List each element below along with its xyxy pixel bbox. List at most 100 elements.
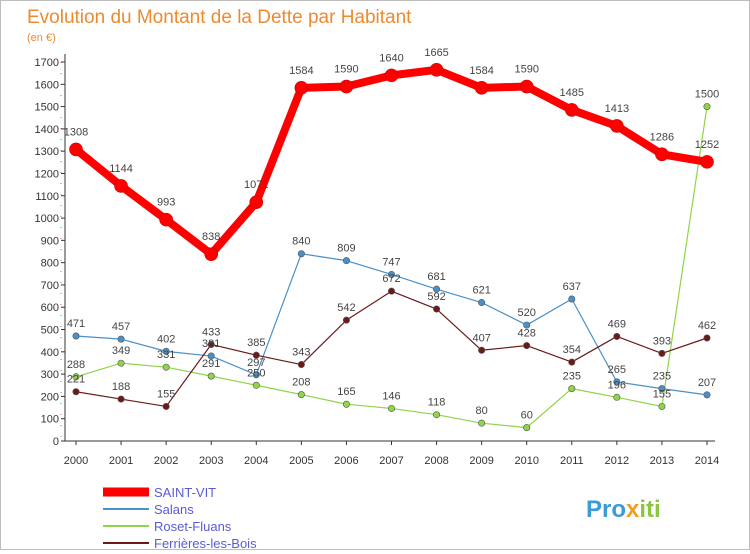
- data-label: 838: [202, 231, 220, 243]
- data-label: 80: [476, 405, 488, 417]
- chart-title: Evolution du Montant de la Dette par Hab…: [27, 7, 412, 28]
- data-point: [114, 179, 128, 193]
- data-point: [523, 342, 531, 350]
- data-label: 118: [428, 397, 446, 409]
- data-point: [703, 334, 711, 342]
- data-point: [478, 419, 486, 427]
- data-point: [564, 103, 579, 117]
- data-label: 165: [337, 386, 355, 398]
- y-tick-label: 200: [41, 391, 59, 403]
- data-point: [387, 404, 395, 412]
- data-point: [655, 147, 669, 162]
- data-point: [613, 393, 621, 401]
- data-point: [658, 402, 666, 410]
- data-label: 196: [608, 379, 626, 391]
- data-label: 542: [337, 302, 355, 314]
- data-point: [204, 247, 219, 261]
- series-points: [69, 63, 714, 432]
- data-point: [700, 155, 714, 169]
- y-tick-label: 1000: [35, 213, 59, 225]
- chart-subtitle: (en €): [27, 32, 56, 44]
- x-tick-label: 2002: [154, 455, 178, 467]
- data-point: [159, 212, 173, 227]
- data-point: [117, 359, 125, 367]
- data-point: [207, 340, 215, 348]
- data-label: 1500: [695, 89, 719, 101]
- data-point: [387, 270, 395, 278]
- y-tick-label: 1700: [35, 57, 59, 69]
- data-point: [339, 79, 354, 94]
- data-point: [117, 395, 125, 403]
- data-label: 672: [382, 273, 400, 285]
- x-tick-label: 2000: [64, 455, 88, 467]
- brand-prefix: Pro: [586, 496, 626, 523]
- data-label: 155: [157, 388, 175, 400]
- data-label: 288: [67, 359, 85, 371]
- data-label: 457: [112, 321, 130, 333]
- data-label: 393: [653, 335, 671, 347]
- data-label: 1286: [650, 131, 674, 143]
- data-label: 592: [427, 291, 445, 303]
- data-label: 381: [202, 338, 220, 350]
- x-tick-label: 2011: [560, 455, 584, 467]
- data-label: 343: [292, 347, 310, 359]
- y-tick-label: 100: [41, 414, 59, 426]
- y-tick-label: 500: [41, 325, 59, 337]
- x-tick-label: 2003: [199, 455, 223, 467]
- legend: SAINT-VIT Salans Roset-Fluans Ferrières-les…: [103, 485, 257, 551]
- data-point: [613, 332, 621, 340]
- x-tick-label: 2008: [424, 455, 448, 467]
- svg-text:Proxiti: Proxiti: [586, 496, 661, 523]
- data-label: 297: [247, 357, 265, 369]
- data-point: [207, 372, 215, 380]
- y-tick-label: 800: [41, 258, 59, 270]
- data-point: [207, 352, 215, 360]
- data-label: 428: [518, 328, 536, 340]
- data-label: 385: [247, 337, 265, 349]
- y-tick-label: 900: [41, 235, 59, 247]
- y-tick-label: 1600: [35, 79, 59, 91]
- data-label: 1252: [695, 139, 719, 151]
- brand-logo: Proxiti: [586, 496, 661, 523]
- data-point: [474, 81, 489, 95]
- x-tick-label: 2010: [514, 455, 538, 467]
- data-point: [297, 250, 305, 258]
- data-point: [610, 119, 624, 133]
- data-point: [568, 385, 576, 393]
- data-point: [72, 332, 80, 340]
- data-label: 349: [112, 345, 130, 357]
- data-point: [69, 142, 83, 157]
- y-tick-label: 0: [53, 436, 59, 448]
- data-label: 1413: [605, 103, 629, 115]
- data-point: [429, 63, 444, 77]
- data-label: 265: [608, 364, 626, 376]
- data-point: [342, 400, 350, 408]
- data-point: [478, 346, 486, 354]
- data-label: 681: [427, 271, 445, 283]
- data-point: [568, 358, 576, 366]
- brand-x: x: [626, 496, 640, 523]
- x-tick-label: 2009: [469, 455, 493, 467]
- data-label: 207: [698, 377, 716, 389]
- data-point: [72, 388, 80, 396]
- data-label: 1485: [560, 87, 584, 99]
- data-label: 840: [292, 236, 310, 248]
- data-point: [162, 402, 170, 410]
- data-label: 637: [563, 281, 581, 293]
- x-tick-label: 2007: [379, 455, 403, 467]
- legend-label: Roset-Fluans: [154, 519, 232, 534]
- y-tick-label: 300: [41, 369, 59, 381]
- data-label: 471: [67, 318, 85, 330]
- data-label: 1308: [64, 126, 88, 138]
- data-point: [342, 257, 350, 265]
- data-label: 520: [518, 307, 536, 319]
- data-label: 469: [608, 318, 626, 330]
- data-label: 354: [563, 344, 581, 356]
- y-tick-label: 1300: [35, 146, 59, 158]
- data-label: 1640: [379, 52, 403, 64]
- data-label: 235: [563, 371, 581, 383]
- data-label: 462: [698, 320, 716, 332]
- data-point: [658, 349, 666, 357]
